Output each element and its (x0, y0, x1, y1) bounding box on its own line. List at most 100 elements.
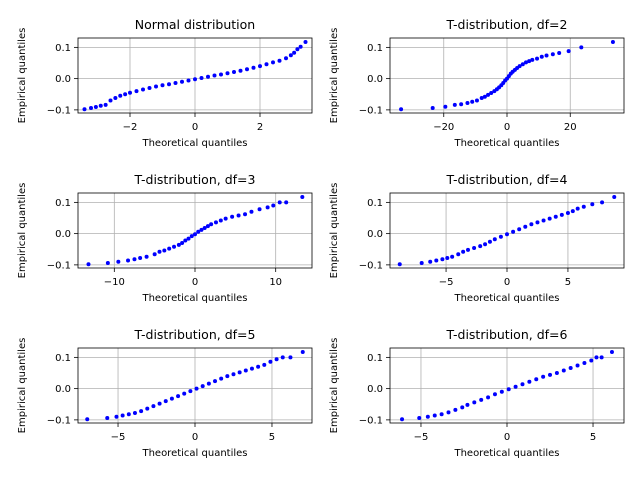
data-point (199, 227, 204, 232)
data-point (517, 64, 522, 69)
data-point (176, 242, 181, 247)
data-point (548, 372, 553, 377)
data-point (251, 65, 256, 70)
data-point (151, 404, 156, 409)
data-point (303, 40, 308, 45)
data-point (483, 242, 488, 247)
data-point (114, 414, 119, 419)
data-point (288, 355, 293, 360)
data-point (163, 399, 168, 404)
y-axis-label: Empirical quantiles (17, 183, 28, 279)
data-point (249, 366, 254, 371)
data-point (445, 256, 450, 260)
data-point (180, 79, 184, 84)
x-axis-label: Theoretical quantiles (453, 138, 559, 149)
data-point (610, 40, 615, 45)
data-point (147, 86, 152, 90)
data-point (557, 51, 562, 55)
data-point (434, 258, 439, 263)
data-point (589, 358, 594, 363)
data-point (544, 53, 549, 58)
data-point (450, 254, 455, 259)
data-point (262, 362, 267, 367)
data-point (280, 355, 285, 360)
data-point (523, 60, 528, 65)
subplot-6: −5 0 5 −0.1 0.0 0.1 T-distribution, df=6 Theore… (329, 327, 625, 459)
data-point (479, 397, 484, 402)
y-tick-label: 0.1 (55, 353, 71, 364)
x-tick-label: 20 (564, 122, 577, 133)
y-tick-label: 0.0 (55, 74, 71, 85)
data-point (288, 53, 293, 58)
data-point (194, 386, 199, 391)
y-tick-label: −0.1 (47, 260, 71, 271)
data-point (126, 412, 131, 417)
x-tick-label: 0 (504, 432, 510, 443)
x-tick-label: 5 (590, 432, 596, 443)
y-axis-label: Empirical quantiles (329, 28, 340, 124)
x-tick-label: 0 (504, 122, 510, 133)
data-point (527, 59, 532, 64)
data-point (439, 412, 444, 417)
data-point (461, 249, 466, 254)
data-point (452, 102, 457, 107)
x-axis-label: Theoretical quantiles (141, 448, 247, 459)
data-point (520, 382, 525, 387)
data-point (231, 372, 236, 377)
data-point (590, 202, 595, 207)
data-point (206, 381, 211, 386)
data-point (612, 195, 617, 200)
data-point (284, 56, 288, 61)
data-point (167, 246, 172, 251)
data-point (566, 49, 571, 54)
data-point (523, 224, 528, 229)
data-point (182, 391, 187, 396)
data-point (492, 237, 497, 242)
data-point (162, 248, 167, 253)
data-point (141, 87, 145, 92)
data-point (498, 234, 503, 239)
x-tick-label: 2 (257, 122, 263, 133)
data-point (529, 222, 534, 227)
data-point (236, 213, 241, 218)
data-point (579, 45, 584, 50)
data-point (193, 77, 197, 82)
data-point (199, 76, 204, 80)
data-point (105, 416, 110, 420)
data-point (138, 256, 143, 260)
data-point (600, 200, 605, 205)
data-point (581, 204, 586, 209)
data-point (295, 47, 300, 52)
data-point (565, 211, 570, 215)
data-point (399, 107, 404, 112)
y-tick-label: −0.1 (359, 415, 383, 426)
data-point (430, 106, 435, 110)
data-point (243, 212, 248, 217)
data-point (200, 384, 205, 389)
data-point (511, 229, 516, 234)
y-tick-label: 0.1 (367, 43, 383, 54)
x-tick-label: 10 (269, 277, 282, 288)
data-point (154, 84, 158, 89)
x-tick-label: −10 (104, 277, 125, 288)
data-point (258, 64, 262, 69)
data-point (277, 58, 282, 63)
data-point (443, 104, 448, 109)
y-tick-label: −0.1 (47, 105, 71, 116)
data-point (541, 218, 546, 223)
data-point (554, 371, 559, 375)
data-point (517, 227, 522, 232)
data-point (152, 252, 157, 257)
data-point (167, 82, 171, 87)
data-point (609, 350, 614, 355)
data-point (274, 357, 279, 362)
data-point (570, 209, 575, 214)
data-point (202, 226, 207, 230)
data-point (284, 200, 289, 205)
y-tick-label: 0.1 (367, 353, 383, 364)
data-point (206, 74, 210, 79)
data-point (534, 377, 539, 382)
data-point (183, 238, 188, 243)
data-point (113, 96, 118, 100)
data-point (300, 350, 305, 355)
